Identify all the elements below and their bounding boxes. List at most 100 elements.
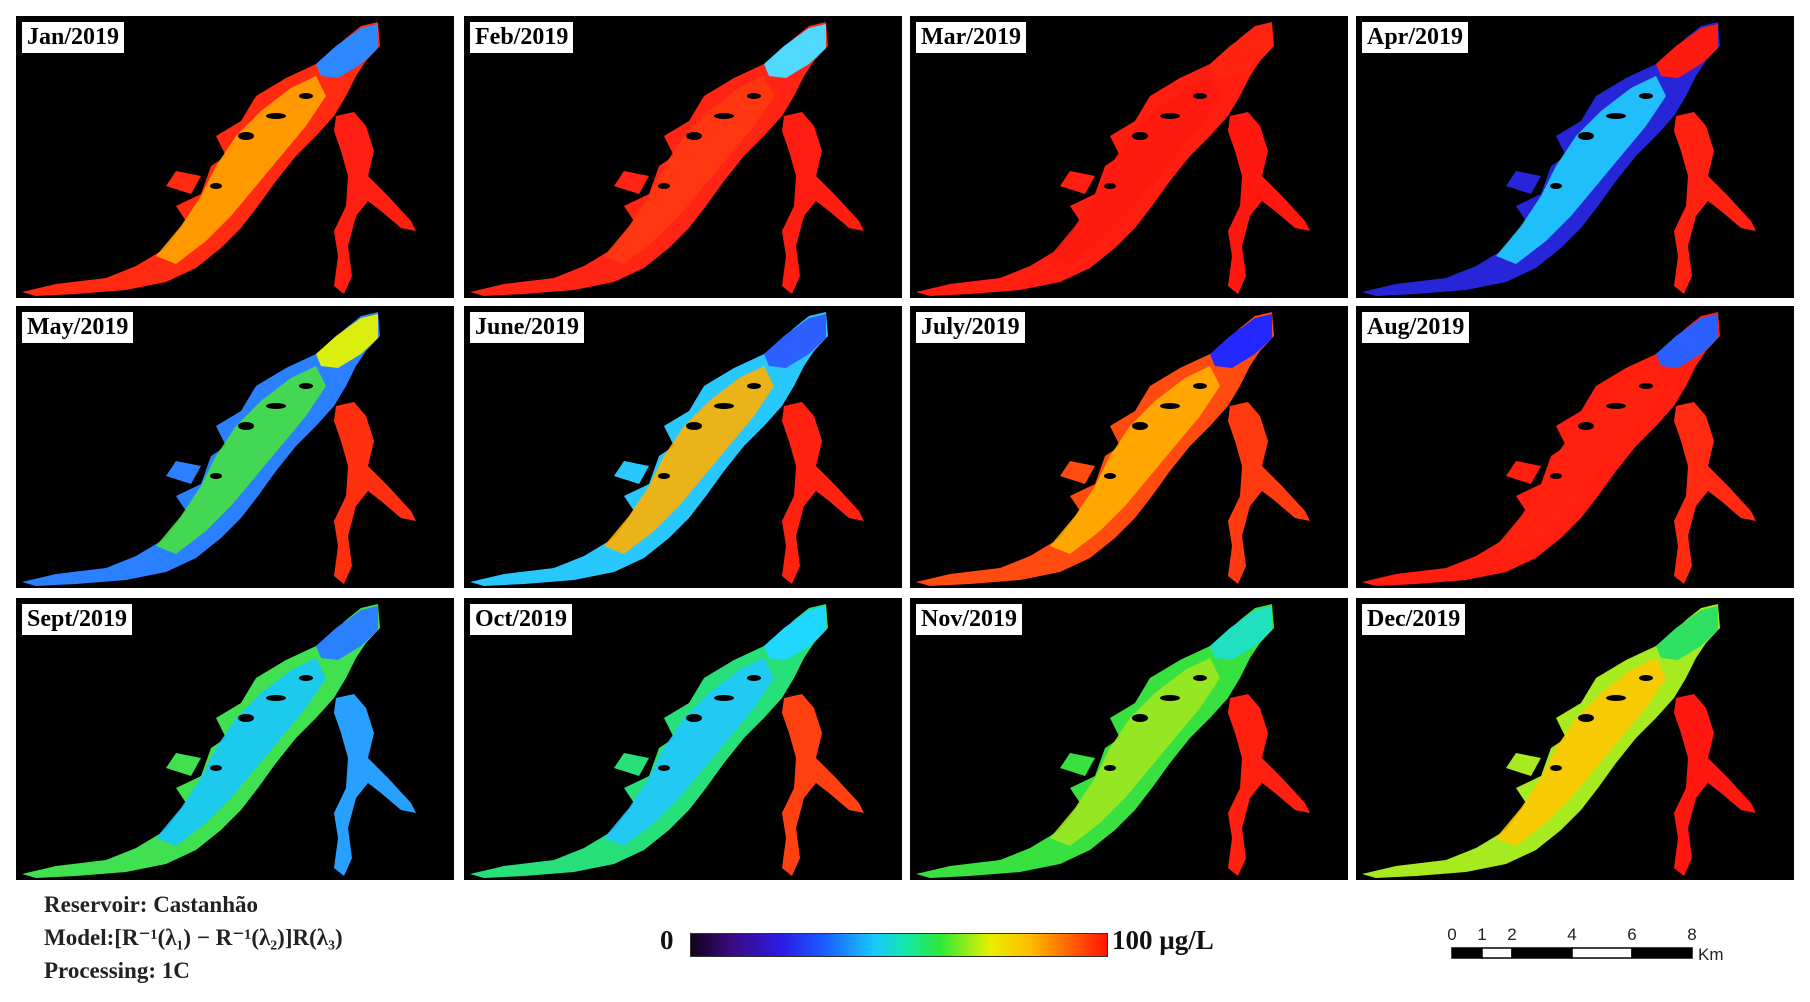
island — [714, 403, 734, 409]
island — [1132, 422, 1148, 430]
reservoir-arm — [1060, 753, 1095, 776]
map-panel: July/2019 — [910, 306, 1348, 588]
reservoir-side-branch — [1228, 112, 1310, 294]
island — [658, 183, 670, 189]
panel-month-label: June/2019 — [470, 312, 585, 343]
island — [238, 714, 254, 722]
scale-bar-graphic: 0 1 2 4 6 8Km — [1448, 925, 1724, 964]
panel-month-label: Nov/2019 — [916, 604, 1022, 635]
reservoir-map — [1362, 312, 1756, 586]
reservoir-upstream-tip — [1656, 24, 1718, 78]
reservoir-map — [470, 312, 864, 586]
scale-segment — [1451, 947, 1483, 959]
reservoir-mid-zone — [156, 366, 326, 554]
scale-tick-label: 8 — [1687, 925, 1696, 944]
scale-tick-label: 2 — [1507, 925, 1516, 944]
island — [1578, 714, 1594, 722]
panel-month-label: Jan/2019 — [22, 22, 125, 53]
map-panel: June/2019 — [464, 306, 902, 588]
reservoir-arm — [614, 461, 649, 484]
island — [210, 473, 222, 479]
reservoir-side-branch — [1674, 112, 1756, 294]
panel-month-label: July/2019 — [916, 312, 1025, 343]
island — [1160, 695, 1180, 701]
reservoir-mid-zone — [1050, 658, 1220, 846]
island — [747, 383, 761, 389]
island — [299, 675, 313, 681]
reservoir-mid-zone — [604, 658, 774, 846]
island — [686, 714, 702, 722]
scale-tick-label: 4 — [1567, 925, 1576, 944]
island — [1606, 695, 1626, 701]
reservoir-side-branch — [1674, 402, 1756, 584]
reservoir-upstream-tip — [764, 314, 826, 368]
reservoir-side-branch — [334, 112, 416, 294]
island — [714, 695, 734, 701]
island — [1639, 383, 1653, 389]
island — [1160, 403, 1180, 409]
scale-tick-label: 6 — [1627, 925, 1636, 944]
island — [1639, 93, 1653, 99]
island — [686, 422, 702, 430]
reservoir-side-branch — [782, 402, 864, 584]
island — [238, 132, 254, 140]
reservoir-arm — [1506, 461, 1541, 484]
reservoir-side-branch — [1228, 402, 1310, 584]
panel-month-label: Aug/2019 — [1362, 312, 1470, 343]
reservoir-arm — [166, 753, 201, 776]
reservoir-mid-zone — [1496, 76, 1666, 264]
reservoir-upstream-tip — [316, 606, 378, 660]
island — [747, 675, 761, 681]
panel-month-label: Apr/2019 — [1362, 22, 1468, 53]
island — [1606, 403, 1626, 409]
scale-segment — [1631, 947, 1693, 959]
panel-month-label: Sept/2019 — [22, 604, 133, 635]
reservoir-mid-zone — [1496, 366, 1666, 554]
reservoir-arm — [1506, 753, 1541, 776]
processing-label: Processing: 1C — [44, 958, 190, 983]
reservoir-side-branch — [334, 694, 416, 876]
map-panel: Feb/2019 — [464, 16, 902, 298]
reservoir-mid-zone — [1496, 658, 1666, 846]
reservoir-map — [470, 22, 864, 296]
reservoir-arm — [166, 461, 201, 484]
scale-segment — [1511, 947, 1573, 959]
island — [747, 93, 761, 99]
reservoir-mid-zone — [156, 658, 326, 846]
reservoir-side-branch — [782, 112, 864, 294]
reservoir-mid-zone — [604, 366, 774, 554]
island — [1550, 765, 1562, 771]
island — [238, 422, 254, 430]
scale-segment — [1481, 947, 1513, 959]
reservoir-upstream-tip — [1656, 314, 1718, 368]
panel-month-label: May/2019 — [22, 312, 134, 343]
island — [1550, 473, 1562, 479]
map-panel: Aug/2019 — [1356, 306, 1794, 588]
island — [1104, 183, 1116, 189]
reservoir-side-branch — [1674, 694, 1756, 876]
island — [266, 695, 286, 701]
island — [658, 473, 670, 479]
reservoir-mid-zone — [1050, 76, 1220, 264]
reservoir-side-branch — [334, 402, 416, 584]
reservoir-map — [916, 604, 1310, 878]
reservoir-upstream-tip — [1210, 24, 1272, 78]
map-panel: Apr/2019 — [1356, 16, 1794, 298]
map-panel: Oct/2019 — [464, 598, 902, 880]
island — [266, 403, 286, 409]
scale-bar: 0 1 2 4 6 8 Km — [1448, 920, 1748, 990]
reservoir-map — [22, 604, 416, 878]
island — [1550, 183, 1562, 189]
map-panel: Dec/2019 — [1356, 598, 1794, 880]
island — [1606, 113, 1626, 119]
map-panel: Sept/2019 — [16, 598, 454, 880]
reservoir-mid-zone — [604, 76, 774, 264]
island — [1193, 93, 1207, 99]
reservoir-arm — [166, 171, 201, 194]
island — [1578, 132, 1594, 140]
legend-text-block: Reservoir: Castanhão Model:[R⁻¹(λ₁) − R⁻… — [44, 888, 343, 987]
panel-month-label: Mar/2019 — [916, 22, 1026, 53]
island — [266, 113, 286, 119]
reservoir-arm — [614, 753, 649, 776]
map-panel-grid: Jan/2019 Feb/2019 Mar/2019 Apr/2019 May/2019… — [16, 16, 1794, 880]
